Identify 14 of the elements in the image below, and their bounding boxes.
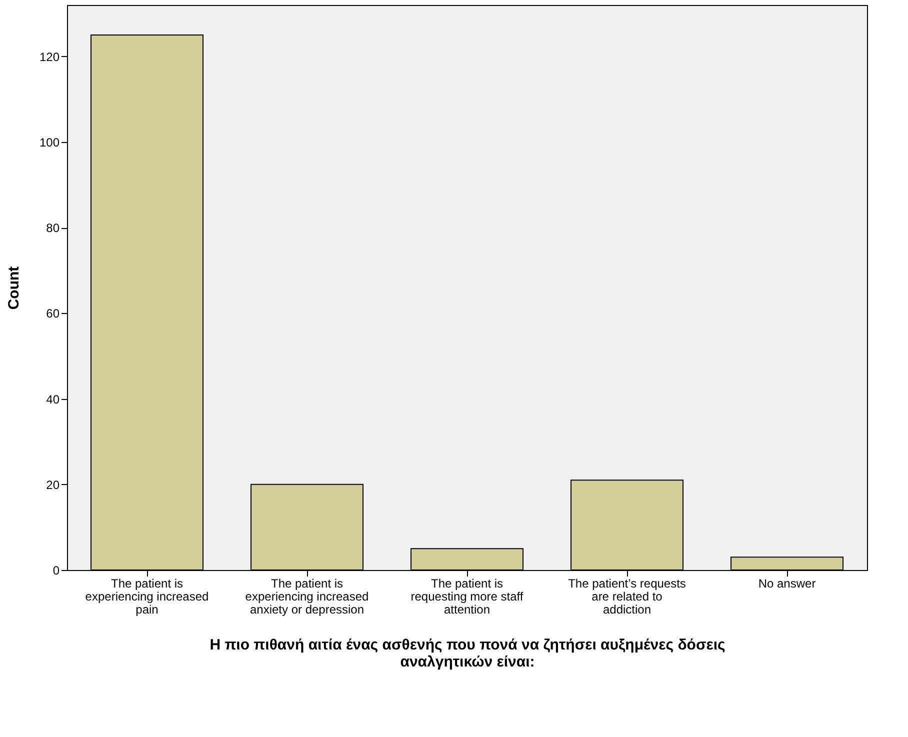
x-tick-label: The patient is requesting more staff attention xyxy=(410,576,524,616)
x-axis-title: Η πιο πιθανή αιτία ένας ασθενής που πονά να ζητήσει αυξημένες δόσεις αναλγητικών είναι: xyxy=(210,636,726,670)
x-tick-label: No answer xyxy=(758,576,816,590)
y-axis-title: Count xyxy=(5,266,22,310)
x-tick-label: The patient is experiencing increased pain xyxy=(85,576,209,616)
y-tick-label: 80 xyxy=(46,221,60,236)
x-tick-label: The patient is experiencing increased anxiety or depression xyxy=(245,576,369,616)
y-tick-label: 20 xyxy=(46,478,60,492)
y-tick-label: 120 xyxy=(39,50,60,64)
y-tick-label: 0 xyxy=(52,564,60,578)
x-tick-label: The patient’s requests are related to addiction xyxy=(568,576,686,616)
y-tick-label: 100 xyxy=(39,135,60,150)
y-tick-label: 60 xyxy=(46,306,60,321)
y-tick-label: 40 xyxy=(46,392,60,406)
